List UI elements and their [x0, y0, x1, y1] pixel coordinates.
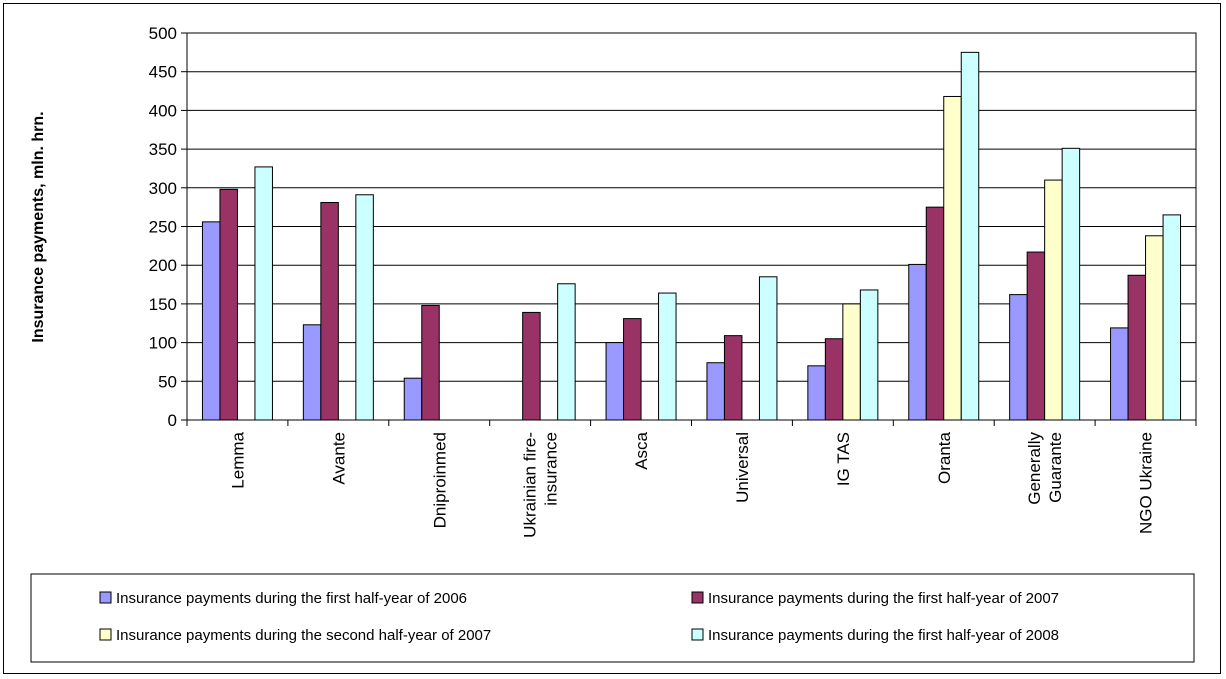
- bar: [824, 338, 844, 421]
- y-tick-label: 500: [149, 24, 177, 43]
- bar: [859, 289, 879, 421]
- bar: [1026, 251, 1046, 421]
- bar: [943, 95, 962, 421]
- legend-swatch: [691, 591, 704, 604]
- x-tick-label: Generally Guarante: [1025, 432, 1065, 505]
- legend-label: Insurance payments during the first half…: [708, 590, 1059, 607]
- y-tick-label: 350: [149, 140, 177, 159]
- bar: [623, 318, 642, 421]
- x-tick-label: Dniproinmed: [430, 432, 449, 528]
- bar: [421, 304, 440, 421]
- bar: [1110, 327, 1129, 421]
- legend: [30, 573, 1195, 663]
- x-tick-label: Oranta: [935, 431, 954, 484]
- bar: [842, 303, 861, 421]
- y-tick-label: 150: [149, 295, 177, 314]
- bar: [320, 202, 339, 421]
- bar: [706, 362, 725, 421]
- y-tick-label: 100: [149, 334, 177, 353]
- bar: [254, 166, 273, 421]
- y-tick-label: 50: [158, 372, 177, 391]
- x-tick-label: Lemma: [228, 431, 247, 488]
- bar: [658, 292, 677, 421]
- bar: [557, 283, 576, 421]
- y-axis-title: Insurance payments, mln. hrn.: [30, 111, 47, 342]
- bar: [960, 51, 980, 421]
- x-tick-label: Universal: [733, 432, 752, 503]
- bar: [925, 206, 945, 421]
- bar: [1145, 235, 1164, 421]
- bar: [522, 311, 541, 421]
- y-tick-label: 0: [168, 411, 177, 430]
- bar: [908, 263, 927, 421]
- bar: [201, 221, 221, 421]
- bar: [807, 365, 826, 421]
- bar: [302, 324, 322, 421]
- legend-swatch: [99, 628, 112, 641]
- x-tick-label: Ukrainian fire-insurance: [521, 432, 561, 538]
- y-tick-label: 450: [149, 63, 177, 82]
- y-tick-label: 300: [149, 179, 177, 198]
- bar: [1009, 294, 1028, 421]
- bar: [1127, 274, 1147, 421]
- bar: [1162, 214, 1182, 421]
- bar: [758, 276, 778, 421]
- bar: [355, 194, 374, 421]
- y-tick-label: 200: [149, 256, 177, 275]
- bar: [1061, 147, 1081, 421]
- legend-label: Insurance payments during the first half…: [708, 627, 1059, 644]
- x-tick-label: Avante: [329, 432, 348, 485]
- bar: [219, 188, 238, 421]
- legend-label: Insurance payments during the second hal…: [116, 627, 491, 644]
- y-tick-label: 250: [149, 218, 177, 237]
- legend-label: Insurance payments during the first half…: [116, 590, 467, 607]
- y-tick-label: 400: [149, 101, 177, 120]
- bar: [1044, 179, 1063, 421]
- legend-swatch: [691, 628, 704, 641]
- bar: [723, 335, 743, 421]
- bar: [403, 377, 423, 421]
- x-tick-label: Asca: [632, 431, 651, 469]
- legend-swatch: [99, 591, 112, 604]
- x-tick-label: IG TAS: [834, 432, 853, 486]
- x-tick-label: NGO Ukraine: [1137, 432, 1156, 534]
- bar: [605, 342, 625, 421]
